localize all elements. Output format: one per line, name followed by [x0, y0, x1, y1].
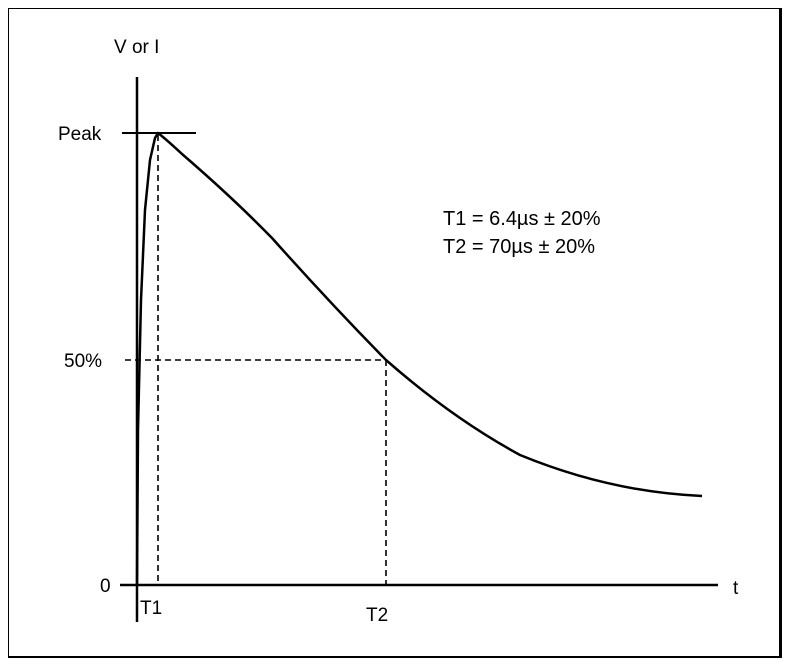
t2-spec-annotation: T2 = 70µs ± 20%	[443, 236, 595, 258]
x-axis-label: t	[733, 578, 739, 599]
t1-spec-annotation: T1 = 6.4µs ± 20%	[443, 208, 601, 230]
peak-label: Peak	[58, 124, 102, 145]
t2-label: T2	[366, 605, 388, 626]
impulse-curve	[135, 131, 703, 586]
zero-label: 0	[100, 576, 111, 597]
y-axis-label: V or I	[114, 37, 159, 58]
half-label: 50%	[64, 351, 102, 372]
t1-label: T1	[140, 598, 162, 619]
